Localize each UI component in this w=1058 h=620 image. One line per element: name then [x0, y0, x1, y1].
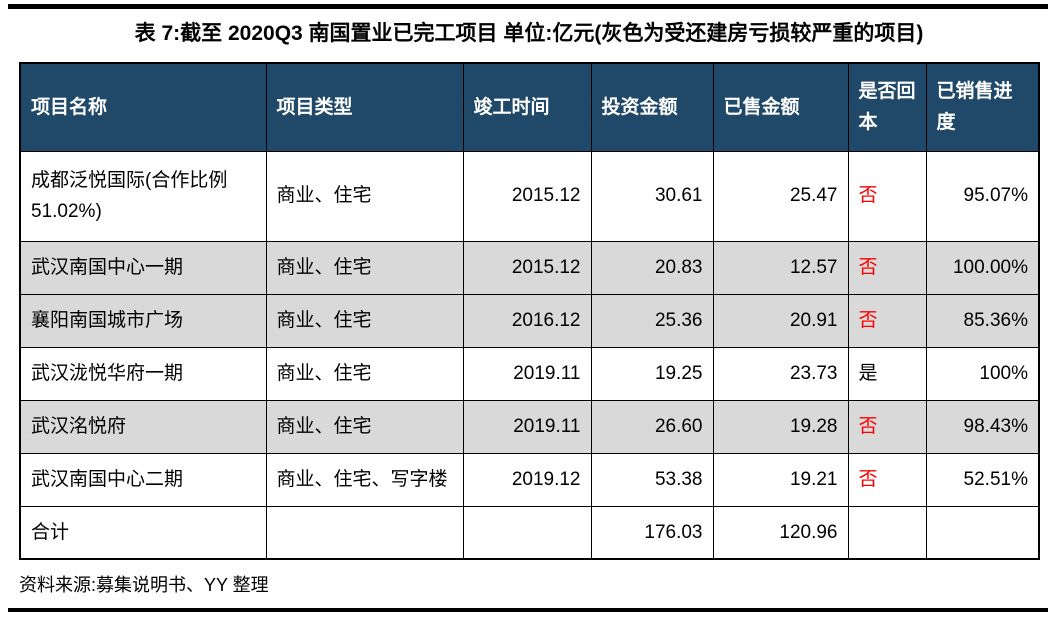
cell-project-name: 武汉南国中心二期: [19, 452, 267, 507]
cell-sales-progress: 98.43%: [925, 399, 1040, 454]
cell-investment-amount: 30.61: [590, 150, 714, 242]
cell-recouped: 否: [847, 452, 927, 507]
cell-sales-progress: 52.51%: [925, 452, 1040, 507]
cell-completion-date: 2015.12: [462, 240, 592, 295]
cell-sales-progress: 95.07%: [925, 150, 1040, 242]
col-header-sales-progress: 已销售进度: [925, 62, 1040, 152]
table-body: 成都泛悦国际(合作比例51.02%) 商业、住宅 2015.12 30.61 25.47…: [19, 150, 1040, 560]
col-header-completion-date: 竣工时间: [462, 62, 592, 152]
cell-sales-progress: 100%: [925, 346, 1040, 401]
cell-sold-amount: 19.21: [712, 452, 849, 507]
table-row: 武汉南国中心二期 商业、住宅、写字楼 2019.12 53.38 19.21 否 52.51…: [19, 452, 1040, 507]
cell-sold-amount: 25.47: [712, 150, 849, 242]
cell-project-type: 商业、住宅、写字楼: [265, 452, 464, 507]
table-header-row: 项目名称 项目类型 竣工时间 投资金额 已售金额 是否回本 已销售进度: [19, 62, 1040, 152]
table-row: 武汉泷悦华府一期 商业、住宅 2019.11 19.25 23.73 是 100%: [19, 346, 1040, 401]
cell-completion-date: 2019.12: [462, 452, 592, 507]
cell-project-type: [265, 505, 464, 560]
col-header-project-type: 项目类型: [265, 62, 464, 152]
cell-recouped: 是: [847, 346, 927, 401]
cell-investment-amount: 20.83: [590, 240, 714, 295]
table-row: 武汉南国中心一期 商业、住宅 2015.12 20.83 12.57 否 100.00%: [19, 240, 1040, 295]
cell-completion-date: 2019.11: [462, 399, 592, 454]
table-row: 武汉洺悦府 商业、住宅 2019.11 26.60 19.28 否 98.43%: [19, 399, 1040, 454]
cell-project-type: 商业、住宅: [265, 240, 464, 295]
cell-project-type: 商业、住宅: [265, 346, 464, 401]
cell-completion-date: 2015.12: [462, 150, 592, 242]
cell-sold-amount: 20.91: [712, 293, 849, 348]
cell-completion-date: [462, 505, 592, 560]
cell-sales-progress: 100.00%: [925, 240, 1040, 295]
cell-project-name: 武汉泷悦华府一期: [19, 346, 267, 401]
cell-sold-amount: 19.28: [712, 399, 849, 454]
cell-project-type: 商业、住宅: [265, 399, 464, 454]
cell-investment-amount: 53.38: [590, 452, 714, 507]
cell-sales-progress: [925, 505, 1040, 560]
table-row: 合计 176.03 120.96: [19, 505, 1040, 560]
cell-project-name: 合计: [19, 505, 267, 560]
cell-investment-amount: 26.60: [590, 399, 714, 454]
cell-sold-amount: 12.57: [712, 240, 849, 295]
cell-sold-amount: 23.73: [712, 346, 849, 401]
col-header-sold-amount: 已售金额: [712, 62, 849, 152]
cell-investment-amount: 19.25: [590, 346, 714, 401]
top-rule: [8, 4, 1048, 9]
source-note: 资料来源:募集说明书、YY 整理: [19, 575, 269, 595]
page-title: 表 7:截至 2020Q3 南国置业已完工项目 单位:亿元(灰色为受还建房亏损较…: [134, 22, 924, 45]
cell-sales-progress: 85.36%: [925, 293, 1040, 348]
cell-completion-date: 2016.12: [462, 293, 592, 348]
cell-sold-amount: 120.96: [712, 505, 849, 560]
cell-recouped: 否: [847, 240, 927, 295]
cell-recouped: 否: [847, 293, 927, 348]
cell-project-type: 商业、住宅: [265, 150, 464, 242]
col-header-investment-amount: 投资金额: [590, 62, 714, 152]
table-row: 成都泛悦国际(合作比例51.02%) 商业、住宅 2015.12 30.61 25.47…: [19, 150, 1040, 242]
cell-recouped: 否: [847, 150, 927, 242]
col-header-project-name: 项目名称: [19, 62, 267, 152]
cell-recouped: 否: [847, 399, 927, 454]
cell-investment-amount: 176.03: [590, 505, 714, 560]
cell-completion-date: 2019.11: [462, 346, 592, 401]
cell-project-name: 成都泛悦国际(合作比例51.02%): [19, 150, 267, 242]
bottom-rule: [8, 608, 1048, 612]
cell-project-type: 商业、住宅: [265, 293, 464, 348]
cell-project-name: 襄阳南国城市广场: [19, 293, 267, 348]
table-row: 襄阳南国城市广场 商业、住宅 2016.12 25.36 20.91 否 85.36%: [19, 293, 1040, 348]
cell-recouped: [847, 505, 927, 560]
cell-project-name: 武汉南国中心一期: [19, 240, 267, 295]
cell-project-name: 武汉洺悦府: [19, 399, 267, 454]
completed-projects-table: 项目名称 项目类型 竣工时间 投资金额 已售金额 是否回本 已销售进度 成都泛悦…: [19, 62, 1040, 560]
col-header-recouped: 是否回本: [847, 62, 927, 152]
cell-investment-amount: 25.36: [590, 293, 714, 348]
